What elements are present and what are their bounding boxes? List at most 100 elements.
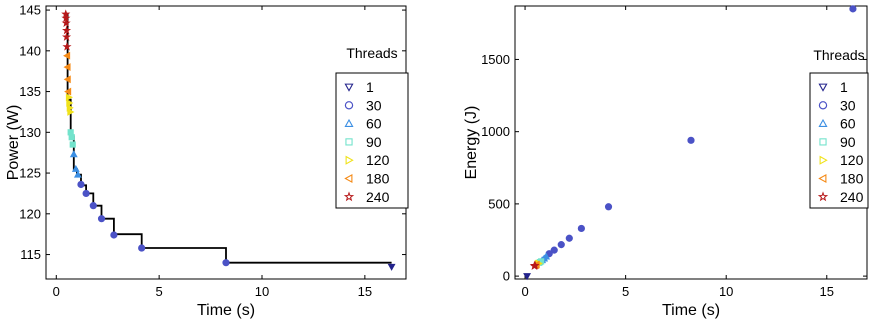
power-legend-label: 180 (366, 171, 390, 187)
energy-legend-label: 60 (840, 116, 856, 132)
power-point (110, 231, 118, 239)
power-legend-marker (344, 101, 354, 110)
energy-ytick-label: 1000 (481, 124, 510, 139)
energy-legend: 1 30 60 90 120 180 240 (809, 72, 869, 209)
power-ytick-label: 140 (19, 43, 41, 58)
energy-legend-title: Threads (813, 47, 864, 63)
energy-series-30 (545, 5, 857, 258)
power-legend-marker (345, 138, 353, 146)
energy-legend-label: 1 (840, 79, 848, 95)
energy-ytick-label: 500 (488, 196, 510, 211)
energy-xtick-label: 10 (719, 284, 733, 299)
power-point (138, 244, 146, 252)
power-point (62, 41, 72, 51)
power-legend-box (335, 72, 409, 209)
power-legend-marker (344, 118, 354, 128)
power-xtick-label: 15 (358, 284, 372, 299)
power-ytick-label: 115 (20, 247, 41, 262)
power-legend-marker (343, 191, 355, 202)
power-legend-label: 90 (366, 134, 382, 150)
power-point (63, 63, 71, 72)
energy-legend-label: 30 (840, 97, 856, 113)
power-ytick-label: 125 (19, 166, 41, 181)
power-point (63, 75, 71, 84)
power-point (65, 93, 73, 102)
power-point (77, 180, 85, 189)
energy-legend-marker (818, 83, 828, 92)
energy-legend-marker (819, 138, 827, 146)
power-series-60 (69, 150, 82, 178)
power-legend-label: 60 (366, 116, 382, 132)
energy-ytick-label: 0 (503, 269, 510, 284)
power-xtick-label: 5 (156, 284, 163, 299)
energy-panel: 0 5 10 15 0 500 1000 1500 Time (s) Energy (J) Thre… (463, 5, 869, 319)
energy-legend-label: 120 (840, 152, 864, 168)
power-legend-marker (344, 83, 354, 92)
energy-legend-marker (817, 191, 829, 202)
power-point (67, 129, 74, 136)
power-series-120 (65, 93, 75, 116)
power-series-30 (77, 180, 230, 267)
power-legend: 1 30 60 90 120 180 240 (335, 72, 409, 209)
power-y-axis-label: Power (W) (5, 105, 22, 181)
energy-x-axis-label: Time (s) (662, 302, 720, 319)
energy-point (557, 241, 565, 249)
power-point (73, 170, 82, 178)
energy-legend-marker (819, 155, 828, 165)
power-xtick-label: 0 (53, 284, 60, 299)
power-x-axis-label: Time (s) (197, 302, 255, 319)
power-point (67, 108, 75, 116)
power-point (66, 99, 74, 107)
power-ytick-label: 130 (19, 125, 41, 140)
power-legend-label: 1 (366, 79, 374, 95)
power-point (387, 263, 396, 271)
energy-series-240 (529, 260, 540, 270)
power-legend-label: 120 (366, 152, 390, 168)
power-point (66, 103, 74, 112)
power-legend-title: Threads (346, 45, 397, 61)
energy-point (523, 273, 532, 281)
power-point (61, 9, 71, 19)
power-point (89, 202, 97, 210)
power-point (62, 32, 72, 41)
energy-series-1 (523, 273, 532, 281)
power-ytick-label: 120 (19, 206, 41, 221)
energy-xtick-label: 0 (521, 284, 528, 299)
energy-point (849, 5, 857, 13)
energy-legend-label: 90 (840, 134, 856, 150)
power-legend-label: 30 (366, 97, 382, 113)
energy-legend-marker (818, 101, 828, 110)
power-point (82, 189, 90, 198)
power-ytick-label: 145 (19, 3, 41, 18)
power-point (71, 164, 80, 172)
power-legend-label: 240 (366, 189, 390, 205)
power-point (69, 150, 78, 158)
power-legend-marker (344, 173, 353, 184)
power-point (63, 51, 71, 60)
power-series-1 (387, 263, 396, 271)
power-point (61, 18, 71, 27)
energy-xtick-label: 5 (622, 284, 629, 299)
power-point (222, 259, 230, 267)
power-point (97, 215, 106, 223)
energy-y-axis-label: Energy (J) (463, 106, 480, 180)
energy-ytick-label: 1500 (481, 52, 510, 67)
energy-point (604, 203, 613, 211)
power-point (62, 25, 72, 35)
energy-legend-label: 180 (840, 171, 864, 187)
power-point (69, 141, 76, 148)
energy-legend-marker (818, 173, 827, 184)
energy-legend-box (809, 72, 869, 209)
energy-legend-label: 240 (840, 189, 864, 205)
power-ytick-label: 135 (19, 84, 41, 99)
power-series-90 (67, 129, 76, 148)
energy-point (687, 136, 695, 144)
energy-xtick-label: 15 (820, 284, 834, 299)
power-xtick-label: 10 (255, 284, 269, 299)
energy-point (529, 261, 539, 270)
energy-point (550, 246, 558, 254)
power-point (68, 134, 75, 141)
energy-point (565, 234, 573, 242)
energy-point (577, 224, 585, 233)
